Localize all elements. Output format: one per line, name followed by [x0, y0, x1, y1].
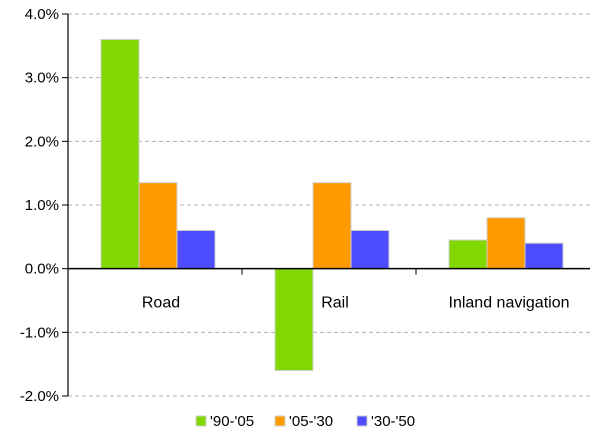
legend-label: '05-'30	[289, 413, 333, 430]
axes	[62, 13, 590, 397]
y-tick-label: -1.0%	[20, 324, 59, 341]
y-tick-label: 4.0%	[25, 6, 59, 23]
bar	[176, 229, 216, 270]
bar	[350, 229, 390, 270]
category-label: Inland navigation	[449, 295, 570, 312]
legend-label: '30-'50	[371, 413, 415, 430]
bar	[448, 239, 488, 270]
bar	[524, 242, 564, 270]
legend-swatch	[195, 415, 207, 427]
bar	[138, 182, 178, 270]
y-tick-labels: -2.0% -1.0% 0.0% 1.0% 2.0% 3.0% 4.0%	[20, 6, 59, 405]
y-tick-label: 2.0%	[25, 133, 59, 150]
y-tick-label: 0.0%	[25, 261, 59, 278]
bar	[312, 182, 352, 270]
legend-swatch	[274, 415, 286, 427]
legend-swatch	[356, 415, 368, 427]
category-label: Road	[142, 295, 180, 312]
legend-label: '90-'05	[210, 413, 254, 430]
bar	[486, 217, 526, 270]
bars	[100, 38, 564, 372]
y-tick-label: 1.0%	[25, 197, 59, 214]
y-tick-label: 3.0%	[25, 70, 59, 87]
bar	[100, 38, 140, 270]
y-tick-label: -2.0%	[20, 388, 59, 405]
legend: '90-'05 '05-'30 '30-'50	[195, 413, 415, 430]
category-labels: Road Rail Inland navigation	[142, 295, 570, 312]
bar	[274, 268, 314, 372]
category-label: Rail	[321, 295, 349, 312]
